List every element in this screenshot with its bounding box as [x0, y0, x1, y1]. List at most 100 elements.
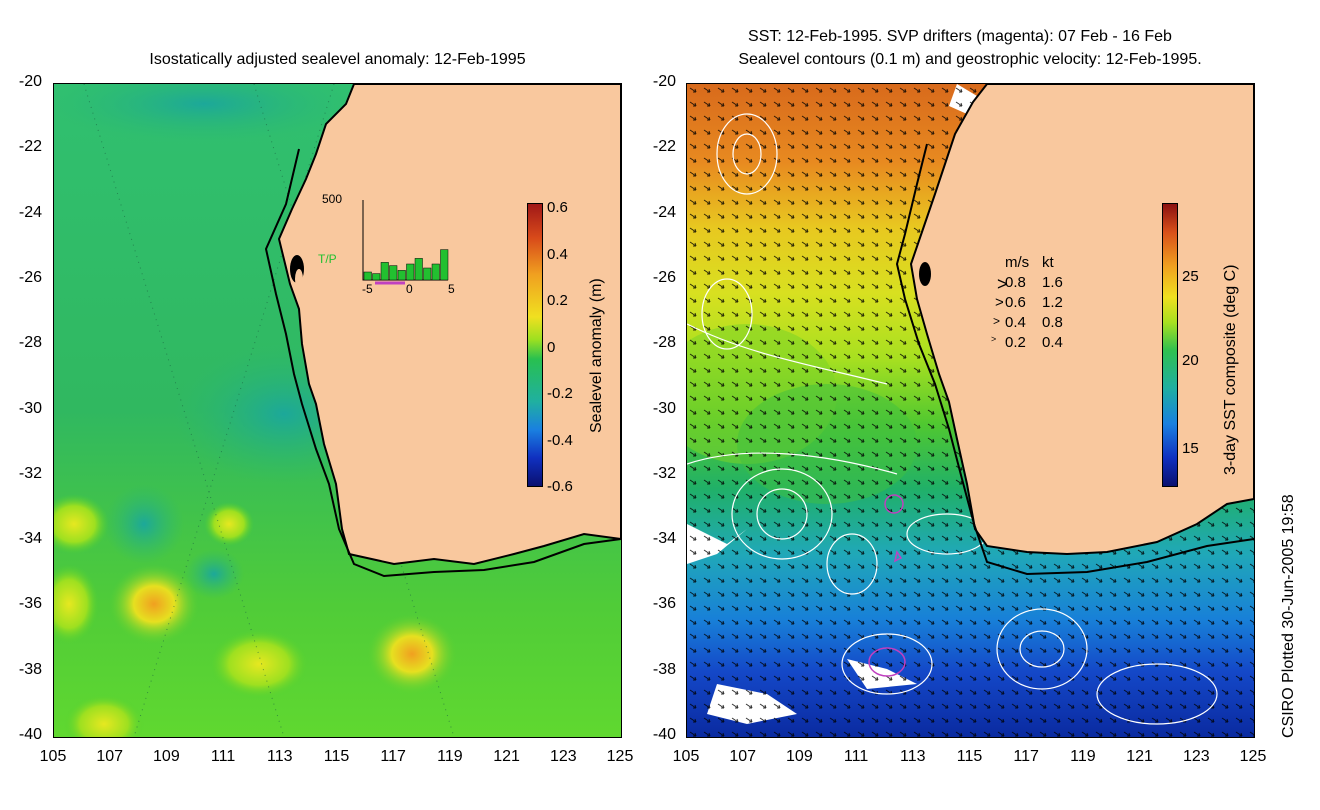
- right-x-axis-tick: 115: [956, 748, 983, 765]
- histogram-bar: [397, 270, 406, 281]
- plot-footer-credit: CSIRO Plotted 30-Jun-2005 19:58: [1280, 494, 1297, 738]
- right-x-axis-tick: 113: [900, 748, 926, 765]
- right-y-axis-tick: -20: [652, 73, 676, 90]
- left-x-axis-tick: 121: [493, 748, 520, 765]
- velocity-legend-arrow-icon: >: [991, 334, 997, 344]
- sealevel-colorbar-label: Sealevel anomaly (m): [588, 278, 605, 433]
- left-y-axis-tick: -22: [18, 138, 42, 156]
- left-y-axis-tick: -38: [18, 660, 42, 678]
- sealevel-colorbar: [527, 203, 543, 487]
- right-x-axis-tick: 117: [1013, 748, 1039, 765]
- right-y-axis-tick: -22: [652, 138, 676, 156]
- sla-high-south: [209, 629, 309, 699]
- left-y-axis-tick: -30: [18, 399, 42, 417]
- histogram-bar: [363, 271, 372, 281]
- sst-colorbar-tick: 15: [1182, 440, 1199, 457]
- left-y-axis-tick: -34: [18, 530, 42, 548]
- sst-colorbar-tick: 25: [1182, 268, 1199, 285]
- continental-shelf-contour: [895, 143, 1254, 576]
- left-y-axis-tick: -26: [18, 268, 42, 286]
- left-y-axis-tick: -40: [18, 726, 42, 743]
- sealevel-colorbar-tick: -0.2: [547, 385, 573, 402]
- sealevel-colorbar-tick: -0.6: [547, 478, 573, 495]
- left-x-axis-tick: 125: [606, 748, 634, 765]
- sealevel-colorbar-tick: 0.2: [547, 292, 568, 309]
- right-y-axis-tick: -30: [652, 399, 676, 417]
- histogram-xticks: -5 0 5: [362, 282, 458, 296]
- sla-high-edge: [54, 564, 99, 644]
- velocity-legend-ms: 0.8: [1005, 274, 1026, 291]
- sealevel-colorbar-tick: 0.6: [547, 199, 568, 216]
- histogram-bar: [372, 273, 381, 281]
- sealevel-colorbar-tick: -0.4: [547, 431, 573, 449]
- right-x-axis-tick: 105: [672, 748, 700, 765]
- sealevel-colorbar-tick: 0: [547, 338, 556, 356]
- velocity-legend: m/s kt >0.8 1.6 >0.6 1.2 >0.4 0.8 >0.2 0.4: [985, 254, 1105, 354]
- left-x-axis-tick: 105: [39, 748, 67, 765]
- sla-high-mid: [204, 502, 254, 546]
- svp-drifter-tracks: [868, 494, 906, 677]
- left-y-axis-tick: -32: [18, 464, 42, 482]
- continental-shelf-contour: [264, 148, 621, 578]
- sla-high-corner: [64, 694, 144, 737]
- left-x-axis-tick: 123: [549, 748, 577, 765]
- sst-colorbar: [1162, 203, 1178, 487]
- right-y-axis-tick: -40: [652, 726, 676, 743]
- velocity-legend-header-kt: kt: [1042, 254, 1054, 271]
- sst-colorbar-tick: 20: [1182, 352, 1199, 369]
- right-map-title-line1: SST: 12-Feb-1995. SVP drifters (magenta)…: [748, 28, 1172, 45]
- histogram-xtick-neg5: -5: [362, 282, 373, 296]
- histogram-bar: [431, 263, 440, 281]
- right-x-axis-tick: 109: [786, 748, 813, 765]
- drifter-histogram-inset: 500 T/P -5 0 5: [318, 190, 458, 300]
- right-y-axis-tick: -32: [652, 464, 676, 482]
- left-x-axis-tick: 113: [267, 748, 293, 765]
- histogram-bar: [406, 263, 415, 281]
- right-x-axis-tick: 119: [1070, 748, 1096, 765]
- velocity-legend-kt: 1.2: [1042, 294, 1063, 311]
- velocity-legend-ms: 0.4: [1005, 314, 1026, 331]
- left-map-title: Isostatically adjusted sealevel anomaly:…: [149, 51, 526, 68]
- histogram-plot: [362, 200, 449, 285]
- sla-low-north: [54, 84, 364, 144]
- velocity-legend-kt: 0.8: [1042, 314, 1063, 331]
- left-y-axis-tick: -20: [18, 73, 42, 90]
- velocity-legend-kt: 0.4: [1042, 334, 1063, 351]
- right-y-axis-tick: -34: [652, 530, 676, 548]
- velocity-legend-ms: 0.6: [1005, 294, 1026, 311]
- right-y-axis-tick: -28: [652, 334, 676, 352]
- right-y-axis-tick: -24: [652, 203, 676, 221]
- sst-canvas: [687, 84, 1254, 737]
- left-x-axis-tick: 115: [323, 748, 350, 765]
- sla-high-sw: [109, 564, 199, 644]
- left-x-axis-tick: 107: [96, 748, 124, 765]
- sealevel-contours: [687, 113, 1218, 725]
- right-y-axis-tick: -26: [652, 268, 676, 286]
- histogram-bar: [414, 258, 423, 281]
- velocity-legend-ms: 0.2: [1005, 334, 1026, 351]
- histogram-xtick-5: 5: [448, 282, 455, 296]
- velocity-legend-arrow-icon: >: [993, 314, 1001, 328]
- right-y-axis-tick: -36: [652, 595, 676, 613]
- histogram-bar: [389, 265, 398, 281]
- sla-low-west: [104, 484, 184, 564]
- velocity-legend-header-ms: m/s: [1005, 254, 1030, 271]
- right-x-axis-tick: 107: [729, 748, 757, 765]
- histogram-ymax-label: 500: [322, 192, 343, 206]
- histogram-bar: [423, 267, 432, 281]
- velocity-legend-arrow-icon: >: [997, 274, 1008, 294]
- left-y-axis-tick: -36: [18, 595, 42, 613]
- right-y-axis-tick: -38: [652, 660, 676, 678]
- left-x-axis-tick: 109: [153, 748, 180, 765]
- histogram-series-label: T/P: [318, 252, 337, 266]
- left-y-axis-tick: -24: [18, 203, 42, 221]
- right-map-title-line2: Sealevel contours (0.1 m) and geostrophi…: [738, 51, 1202, 68]
- sst-map: [686, 83, 1255, 738]
- sla-high-west: [54, 494, 109, 554]
- histogram-bar: [440, 249, 449, 281]
- left-y-axis-tick: -28: [18, 334, 42, 352]
- histogram-bar: [380, 262, 389, 281]
- velocity-legend-arrow-icon: >: [995, 294, 1004, 311]
- right-x-axis-tick: 123: [1182, 748, 1210, 765]
- velocity-legend-kt: 1.6: [1042, 274, 1063, 291]
